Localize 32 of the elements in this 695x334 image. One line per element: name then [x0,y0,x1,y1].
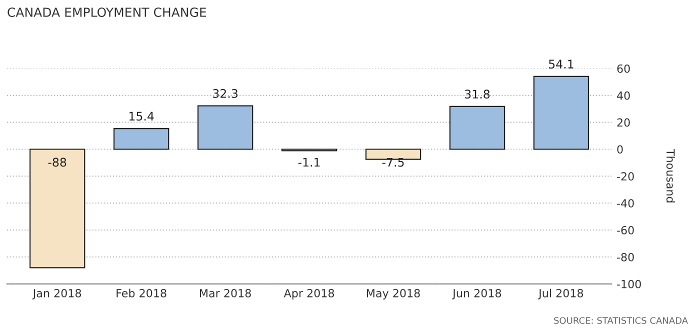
bar [113,128,170,150]
x-tick-label: Apr 2018 [284,288,334,300]
data-label: -88 [48,158,66,167]
y-tick-label: 60 [617,64,630,73]
y-tick-label: 40 [617,91,630,100]
x-tick-label: May 2018 [366,288,420,300]
y-tick-label: 20 [617,118,630,127]
y-tick-label: -20 [617,172,634,181]
x-tick-label: Jul 2018 [538,288,584,300]
bar [533,76,590,150]
data-label: 15.4 [129,112,154,121]
bar [197,105,254,150]
x-tick-label: Feb 2018 [116,288,166,298]
bar [365,148,422,160]
data-label: 32.3 [213,88,238,98]
y-tick-label: 0 [617,145,623,154]
data-label: -7.5 [382,158,404,167]
y-tick-label: -100 [617,280,641,288]
data-label: 31.8 [464,90,490,99]
y-tick-label: -60 [617,226,634,234]
data-label: -1.1 [298,158,320,167]
source-note: SOURCE: STATISTICS CANADA [554,317,688,324]
data-label: 54.1 [548,60,574,69]
x-tick-label: Jun 2018 [452,288,502,300]
y-axis-title: Thousand [666,148,676,202]
x-tick-label: Jan 2018 [32,288,82,300]
y-tick-label: -40 [617,199,634,208]
x-tick-label: Mar 2018 [200,288,251,298]
chart-title: CANADA EMPLOYMENT CHANGE [8,8,206,17]
bar [449,106,506,150]
bar [29,148,86,268]
y-tick-label: -80 [617,252,634,262]
